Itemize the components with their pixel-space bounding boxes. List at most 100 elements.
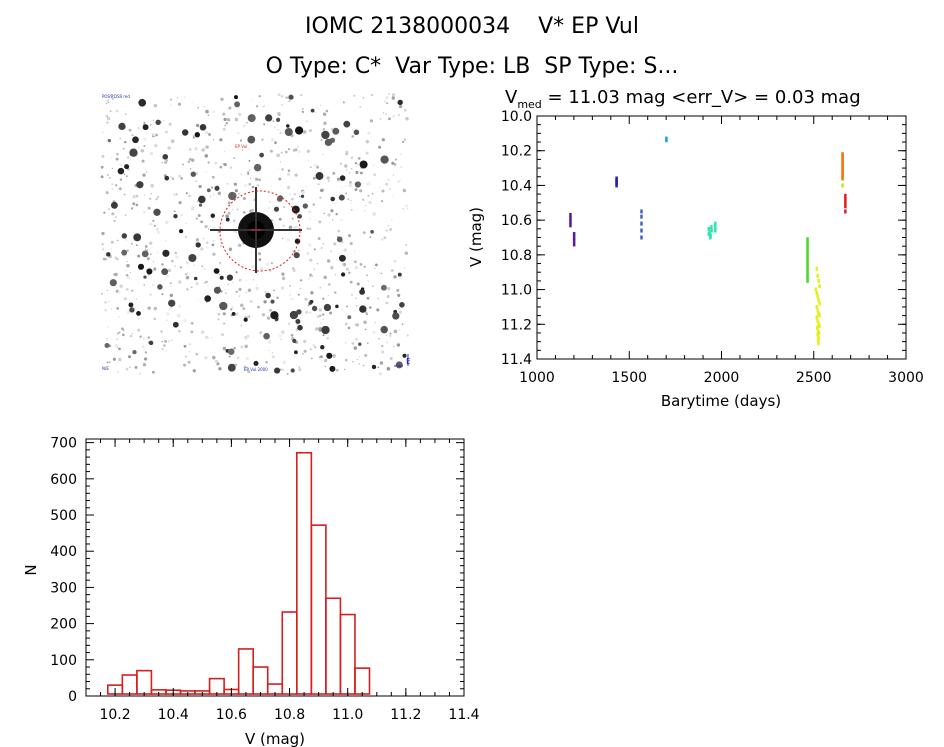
field-star-faint bbox=[165, 130, 168, 134]
field-star-faint bbox=[121, 327, 124, 331]
field-star-faint bbox=[379, 117, 382, 120]
field-star-faint bbox=[286, 172, 291, 176]
field-star bbox=[296, 309, 302, 315]
field-star-faint bbox=[116, 338, 118, 341]
data-point bbox=[640, 221, 643, 226]
field-star-faint bbox=[118, 347, 121, 351]
field-star-faint bbox=[356, 282, 360, 286]
data-point bbox=[818, 284, 821, 289]
field-star-faint bbox=[327, 283, 331, 286]
field-star-faint bbox=[310, 166, 312, 168]
field-star-faint bbox=[142, 363, 147, 367]
field-star-faint bbox=[348, 180, 352, 184]
y-tick-label: 200 bbox=[50, 617, 77, 633]
field-star-faint bbox=[146, 257, 150, 261]
field-star-faint bbox=[111, 248, 113, 250]
histogram-bar bbox=[208, 677, 225, 695]
field-star-faint bbox=[223, 117, 227, 122]
field-star-faint bbox=[320, 188, 324, 193]
field-star-faint bbox=[374, 322, 376, 324]
field-star-faint bbox=[178, 102, 181, 106]
field-star-faint bbox=[383, 99, 387, 103]
histogram-x-label: V (mag) bbox=[245, 730, 305, 747]
field-star-faint bbox=[104, 301, 107, 304]
field-star-faint bbox=[386, 367, 391, 371]
field-star-faint bbox=[380, 350, 385, 354]
field-star-faint bbox=[224, 292, 227, 295]
field-star-faint bbox=[336, 177, 340, 181]
field-star-faint bbox=[234, 189, 238, 193]
field-star-faint bbox=[366, 313, 369, 316]
field-star-faint bbox=[385, 113, 388, 115]
field-star-faint bbox=[153, 267, 157, 271]
field-star-faint bbox=[242, 197, 246, 200]
field-star-faint bbox=[256, 105, 259, 108]
field-star-faint bbox=[398, 310, 403, 314]
field-star-faint bbox=[149, 197, 152, 200]
field-star-faint bbox=[330, 127, 334, 131]
field-star-faint bbox=[125, 239, 127, 241]
field-star bbox=[231, 311, 236, 316]
chart-title-line2: O Type: C* Var Type: LB SP Type: S... bbox=[265, 54, 679, 79]
field-star-faint bbox=[295, 225, 298, 229]
field-star-faint bbox=[116, 346, 118, 348]
field-star bbox=[155, 119, 161, 126]
field-star-faint bbox=[179, 266, 183, 269]
field-star-faint bbox=[173, 193, 177, 197]
field-star-faint bbox=[317, 237, 321, 240]
field-star-faint bbox=[280, 185, 282, 187]
field-star-faint bbox=[353, 346, 357, 350]
light-curve-axes: 1000 1500 2000 2500 3000 10.0 10.2 10.4 10.6 10.8… bbox=[501, 109, 924, 386]
field-star-faint bbox=[248, 182, 252, 186]
field-star bbox=[121, 249, 128, 256]
field-star bbox=[339, 175, 346, 181]
field-star-faint bbox=[350, 167, 353, 170]
field-star-faint bbox=[147, 206, 151, 210]
y-tick-label: 10.0 bbox=[501, 109, 532, 125]
field-star-faint bbox=[178, 200, 182, 205]
field-star-faint bbox=[111, 308, 113, 310]
field-star-faint bbox=[189, 343, 191, 345]
field-star bbox=[321, 130, 330, 140]
field-star-faint bbox=[205, 335, 209, 339]
field-star-faint bbox=[398, 104, 403, 109]
field-star-faint bbox=[102, 257, 106, 261]
field-star-faint bbox=[119, 163, 122, 167]
field-star-faint bbox=[201, 148, 205, 152]
field-star-faint bbox=[104, 257, 108, 261]
field-star-faint bbox=[300, 279, 303, 282]
field-star-faint bbox=[271, 351, 274, 354]
field-star-faint bbox=[147, 306, 151, 310]
field-star bbox=[289, 310, 299, 320]
field-star-faint bbox=[198, 184, 202, 189]
field-star-faint bbox=[397, 293, 401, 297]
data-point bbox=[640, 209, 643, 214]
y-tick-label: 500 bbox=[50, 508, 77, 524]
x-tick-label: 1500 bbox=[611, 370, 647, 386]
field-star-faint bbox=[313, 248, 316, 251]
field-star-faint bbox=[105, 191, 109, 195]
field-star-faint bbox=[146, 249, 149, 252]
field-star-faint bbox=[243, 365, 247, 369]
field-star-faint bbox=[201, 330, 205, 334]
field-star bbox=[132, 136, 139, 144]
field-star-faint bbox=[398, 307, 400, 310]
field-star-faint bbox=[223, 150, 225, 152]
field-star-faint bbox=[171, 259, 174, 263]
data-point bbox=[814, 287, 818, 292]
field-star-faint bbox=[156, 195, 160, 199]
data-point bbox=[569, 216, 572, 221]
field-star-faint bbox=[308, 111, 310, 113]
field-star-faint bbox=[103, 211, 106, 214]
field-star-faint bbox=[222, 346, 227, 351]
field-star-faint bbox=[391, 218, 393, 221]
field-star-faint bbox=[265, 262, 270, 267]
field-star-faint bbox=[351, 135, 355, 138]
field-star-faint bbox=[337, 229, 341, 233]
data-point bbox=[806, 254, 809, 259]
field-star-faint bbox=[110, 240, 114, 244]
field-star-faint bbox=[204, 224, 208, 229]
histogram-bar bbox=[281, 611, 298, 695]
field-star-faint bbox=[351, 293, 353, 296]
field-star-faint bbox=[348, 272, 350, 275]
